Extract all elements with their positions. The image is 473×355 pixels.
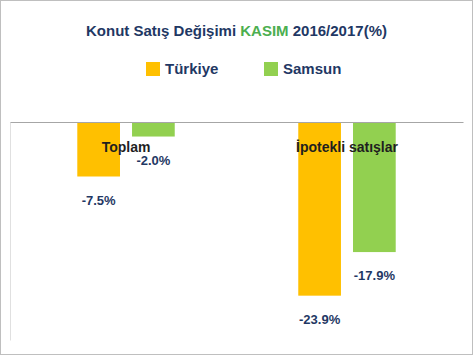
bar bbox=[132, 122, 175, 137]
chart: Konut Satış Değişimi KASIM 2016/2017(%) T… bbox=[0, 0, 473, 355]
x-tick: Toplam bbox=[102, 122, 151, 155]
data-label: -2.0% bbox=[136, 153, 170, 168]
legend-item: Samsun bbox=[264, 60, 341, 77]
chart-frame bbox=[1, 1, 473, 355]
legend-item: Türkiye bbox=[146, 60, 218, 77]
x-tick: İpotekli satışlar bbox=[296, 122, 398, 155]
data-label: -7.5% bbox=[82, 193, 116, 208]
title-word: Değişimi bbox=[169, 22, 236, 39]
category-label: İpotekli satışlar bbox=[296, 139, 398, 155]
y-axis bbox=[10, 123, 11, 341]
data-labels: -7.5% -23.9% -2.0% -17.9% bbox=[82, 153, 396, 327]
legend-label: Samsun bbox=[283, 60, 341, 77]
title: Konut Satış Değişimi KASIM 2016/2017(%) bbox=[86, 22, 387, 39]
legend-swatch bbox=[264, 62, 278, 76]
data-label: -23.9% bbox=[299, 312, 341, 327]
y-axis-line bbox=[10, 123, 11, 341]
legend-swatch bbox=[146, 62, 160, 76]
zero-line bbox=[11, 122, 464, 123]
data-label: -17.9% bbox=[354, 268, 396, 283]
title-word: Satış bbox=[129, 22, 169, 39]
title-word: Konut bbox=[86, 22, 129, 39]
title-word: KASIM bbox=[236, 22, 289, 39]
x-axis: Toplam İpotekli satışlar bbox=[11, 122, 464, 155]
title-word: 2016/2017(%) bbox=[289, 22, 387, 39]
legend: Türkiye Samsun bbox=[146, 60, 341, 77]
legend-label: Türkiye bbox=[165, 60, 218, 77]
